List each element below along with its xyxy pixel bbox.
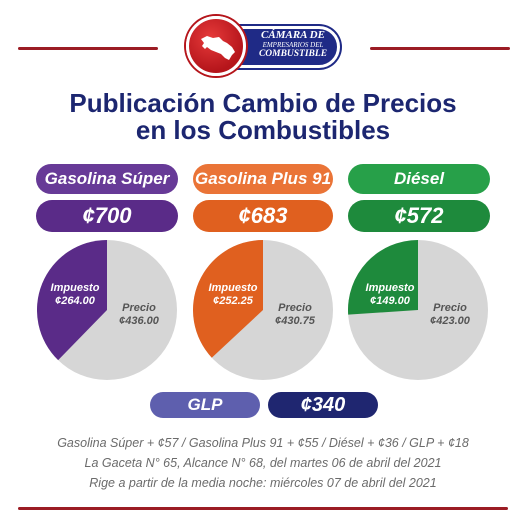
glp-name-pill: GLP	[150, 392, 260, 418]
logo-line-3: COMBUSTIBLE	[258, 49, 328, 59]
tax-value: ¢149.00	[370, 295, 410, 307]
bottom-divider	[18, 507, 508, 510]
tax-label: Impuesto	[208, 282, 258, 294]
fuel-name-plus91: Gasolina Plus 91	[193, 164, 333, 194]
footer-changes: Gasolina Súper + ¢57 / Gasolina Plus 91 …	[57, 436, 469, 450]
tax-value: ¢264.00	[55, 295, 95, 307]
pie-chart-diesel: Impuesto ¢149.00 Precio ¢423.00	[347, 240, 488, 380]
page-title: Publicación Cambio de Precios en los Com…	[0, 90, 526, 144]
costa-rica-map-icon	[201, 36, 235, 60]
price-label-group: Precio ¢423.00	[418, 302, 482, 328]
fuel-price-super: ¢700	[36, 200, 178, 232]
tax-label: Impuesto	[365, 282, 415, 294]
fuel-price-diesel: ¢572	[348, 200, 490, 232]
fuel-name-diesel: Diésel	[348, 164, 490, 194]
logo-text: CÁMARA DE EMPRESARIOS DEL COMBUSTIBLE	[248, 30, 338, 60]
title-line-1: Publicación Cambio de Precios	[69, 88, 457, 118]
camara-logo: CÁMARA DE EMPRESARIOS DEL COMBUSTIBLE	[186, 16, 342, 78]
price-value: ¢436.00	[119, 315, 159, 327]
pie-slice-tax	[347, 240, 418, 315]
logo-circle	[186, 16, 246, 76]
title-line-2: en los Combustibles	[135, 115, 391, 145]
tax-value: ¢252.25	[213, 295, 253, 307]
price-value: ¢430.75	[275, 315, 315, 327]
pie-slice-tax	[193, 240, 263, 358]
footer-gazette: La Gaceta N° 65, Alcance N° 68, del mart…	[84, 456, 442, 470]
top-divider-right	[370, 47, 510, 50]
tax-label-group: Impuesto ¢264.00	[45, 282, 105, 308]
price-label: Precio	[122, 302, 156, 314]
fuel-name-super: Gasolina Súper	[36, 164, 178, 194]
glp-price-pill: ¢340	[268, 392, 378, 418]
tax-label-group: Impuesto ¢149.00	[360, 282, 420, 308]
pie-chart-super: Impuesto ¢264.00 Precio ¢436.00	[36, 240, 177, 380]
pie-slice-tax	[36, 240, 107, 361]
tax-label: Impuesto	[50, 282, 100, 294]
price-label-group: Precio ¢430.75	[263, 302, 327, 328]
price-value: ¢423.00	[430, 315, 470, 327]
price-label-group: Precio ¢436.00	[109, 302, 169, 328]
pie-chart-plus91: Impuesto ¢252.25 Precio ¢430.75	[193, 240, 333, 380]
fuel-price-plus91: ¢683	[193, 200, 333, 232]
price-label: Precio	[278, 302, 312, 314]
logo-line-2: EMPRESARIOS DEL	[262, 41, 324, 49]
footer-effective: Rige a partir de la media noche: miércol…	[89, 476, 437, 490]
price-label: Precio	[433, 302, 467, 314]
logo-line-1: CÁMARA DE	[261, 29, 325, 41]
top-divider-left	[18, 47, 158, 50]
tax-label-group: Impuesto ¢252.25	[203, 282, 263, 308]
